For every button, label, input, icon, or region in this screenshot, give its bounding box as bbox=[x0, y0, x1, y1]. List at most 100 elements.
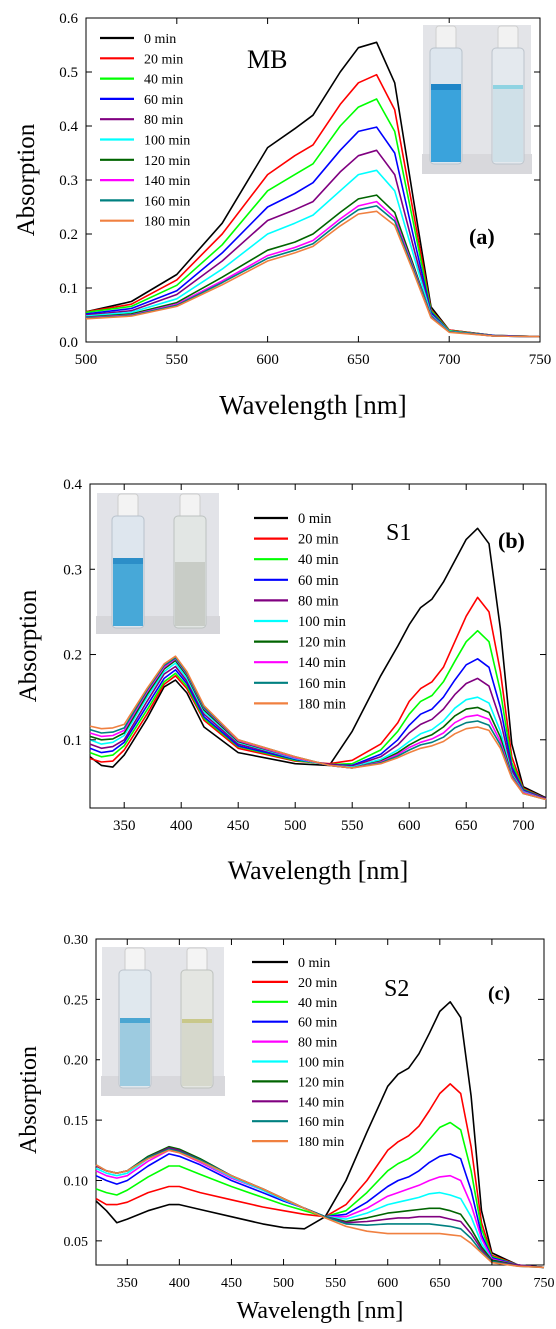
series-group bbox=[85, 41, 541, 338]
y-tick-label: 0.5 bbox=[59, 65, 78, 81]
legend-label: 40 min bbox=[144, 73, 183, 88]
legend-label: 160 min bbox=[298, 676, 347, 692]
y-tick-label: 0.6 bbox=[59, 11, 78, 27]
y-tick-label: 0.1 bbox=[59, 281, 78, 297]
legend-label: 180 min bbox=[298, 696, 347, 712]
x-tick-label: 500 bbox=[75, 352, 98, 368]
legend: 0 min 20 min 40 min 60 min 80 min 100 min 120 … bbox=[254, 511, 347, 712]
y-tick-label: 0.15 bbox=[64, 1114, 89, 1129]
series-line-9 bbox=[85, 210, 541, 338]
y-tick-label: 0.25 bbox=[64, 993, 89, 1008]
x-tick-label: 650 bbox=[429, 1276, 450, 1291]
inset-photo bbox=[95, 491, 221, 635]
series-line-8 bbox=[89, 657, 547, 801]
series-line-6 bbox=[89, 659, 547, 801]
x-tick-label: 750 bbox=[529, 352, 552, 368]
y-tick-label: 0.0 bbox=[59, 335, 78, 351]
inset-photo bbox=[100, 945, 226, 1097]
legend-label: 60 min bbox=[144, 93, 183, 108]
legend-label: 60 min bbox=[298, 573, 339, 589]
x-axis-label: Wavelength [nm] bbox=[219, 390, 407, 420]
legend-label: 80 min bbox=[144, 113, 183, 128]
y-axis-label: Absorption bbox=[13, 123, 40, 236]
plot-frame bbox=[89, 483, 547, 809]
legend-label: 80 min bbox=[298, 593, 339, 609]
legend-label: 140 min bbox=[298, 1095, 344, 1110]
x-tick-label: 550 bbox=[325, 1276, 346, 1291]
x-tick-label: 700 bbox=[481, 1276, 502, 1291]
y-tick-label: 0.3 bbox=[59, 173, 78, 189]
legend-label: 60 min bbox=[298, 1016, 337, 1031]
legend-label: 20 min bbox=[144, 52, 183, 67]
x-tick-label: 400 bbox=[169, 1276, 190, 1291]
legend-label: 0 min bbox=[298, 956, 330, 971]
x-tick-label: 400 bbox=[170, 818, 193, 834]
y-tick-label: 0.1 bbox=[63, 733, 82, 749]
legend-label: 180 min bbox=[144, 215, 190, 230]
series-line-3 bbox=[89, 658, 547, 800]
y-tick-label: 0.4 bbox=[59, 119, 78, 135]
x-tick-label: 600 bbox=[256, 352, 279, 368]
legend-label: 140 min bbox=[144, 174, 190, 189]
series-line-9 bbox=[95, 1149, 545, 1269]
series-line-2 bbox=[89, 629, 547, 800]
sample-label: S2 bbox=[384, 976, 409, 1002]
legend-label: 160 min bbox=[144, 194, 190, 209]
x-axis-label: Wavelength [nm] bbox=[228, 856, 409, 885]
x-axis-label: Wavelength [nm] bbox=[237, 1298, 404, 1324]
y-tick-label: 0.2 bbox=[63, 648, 82, 664]
series-line-6 bbox=[95, 1145, 545, 1269]
chart-panel-b: 350 400 450 500 550 600 650 700 0.1 0.2 0.3 0.4 0 m… bbox=[15, 477, 547, 885]
x-tick-label: 350 bbox=[113, 818, 136, 834]
sample-label: S1 bbox=[386, 520, 411, 546]
panel-label: (b) bbox=[498, 528, 525, 553]
legend: 0 min 20 min 40 min 60 min 80 min 100 min 120 … bbox=[100, 32, 190, 230]
legend-label: 100 min bbox=[298, 614, 347, 630]
legend-label: 120 min bbox=[144, 154, 190, 169]
series-group bbox=[95, 1001, 545, 1269]
series-line-9 bbox=[89, 655, 547, 801]
legend-label: 20 min bbox=[298, 532, 339, 548]
x-tick-label: 750 bbox=[534, 1276, 555, 1291]
y-tick-label: 0.2 bbox=[59, 227, 78, 243]
y-tick-label: 0.4 bbox=[63, 477, 82, 493]
legend: 0 min 20 min 40 min 60 min 80 min 100 min 120 … bbox=[252, 956, 344, 1150]
x-tick-label: 550 bbox=[166, 352, 189, 368]
legend-label: 0 min bbox=[298, 511, 332, 527]
legend-label: 100 min bbox=[144, 134, 190, 149]
y-tick-label: 0.30 bbox=[64, 933, 89, 948]
panel-label: (a) bbox=[469, 224, 495, 249]
series-line-0 bbox=[85, 41, 541, 338]
series-line-2 bbox=[95, 1121, 545, 1269]
legend-label: 180 min bbox=[298, 1135, 344, 1150]
y-tick-label: 0.10 bbox=[64, 1174, 89, 1189]
legend-label: 100 min bbox=[298, 1056, 344, 1071]
axis-ticks: 350 400 450 500 550 600 650 700 0.1 0.2 0.3 0.4 bbox=[63, 477, 546, 834]
y-tick-label: 0.20 bbox=[64, 1054, 89, 1069]
chart-panel-c: 350 400 450 500 550 600 650 700 750 0.05 0.10 0.15 0… bbox=[16, 933, 555, 1324]
legend-label: 20 min bbox=[298, 976, 337, 991]
sample-label: MB bbox=[247, 45, 287, 74]
legend-label: 120 min bbox=[298, 635, 347, 651]
series-line-8 bbox=[95, 1148, 545, 1269]
legend-label: 160 min bbox=[298, 1115, 344, 1130]
panel-label: (c) bbox=[488, 983, 510, 1005]
axis-ticks: 350 400 450 500 550 600 650 700 750 0.05 0.10 0.15 0… bbox=[64, 933, 555, 1291]
plot-frame bbox=[95, 938, 545, 1266]
series-line-3 bbox=[95, 1153, 545, 1269]
series-line-0 bbox=[95, 1001, 545, 1269]
x-tick-label: 500 bbox=[273, 1276, 294, 1291]
y-axis-label: Absorption bbox=[16, 1046, 42, 1154]
y-tick-label: 0.3 bbox=[63, 562, 82, 578]
series-group bbox=[89, 527, 547, 801]
x-tick-label: 350 bbox=[117, 1276, 138, 1291]
y-tick-label: 0.05 bbox=[64, 1235, 89, 1250]
series-line-5 bbox=[89, 662, 547, 801]
x-tick-label: 550 bbox=[341, 818, 364, 834]
series-line-4 bbox=[95, 1149, 545, 1269]
x-tick-label: 500 bbox=[284, 818, 307, 834]
chart-panel-a: 500 550 600 650 700 7500.00.10.20.30.40.50.6 … bbox=[13, 11, 551, 420]
x-tick-label: 650 bbox=[347, 352, 370, 368]
series-line-4 bbox=[89, 665, 547, 800]
